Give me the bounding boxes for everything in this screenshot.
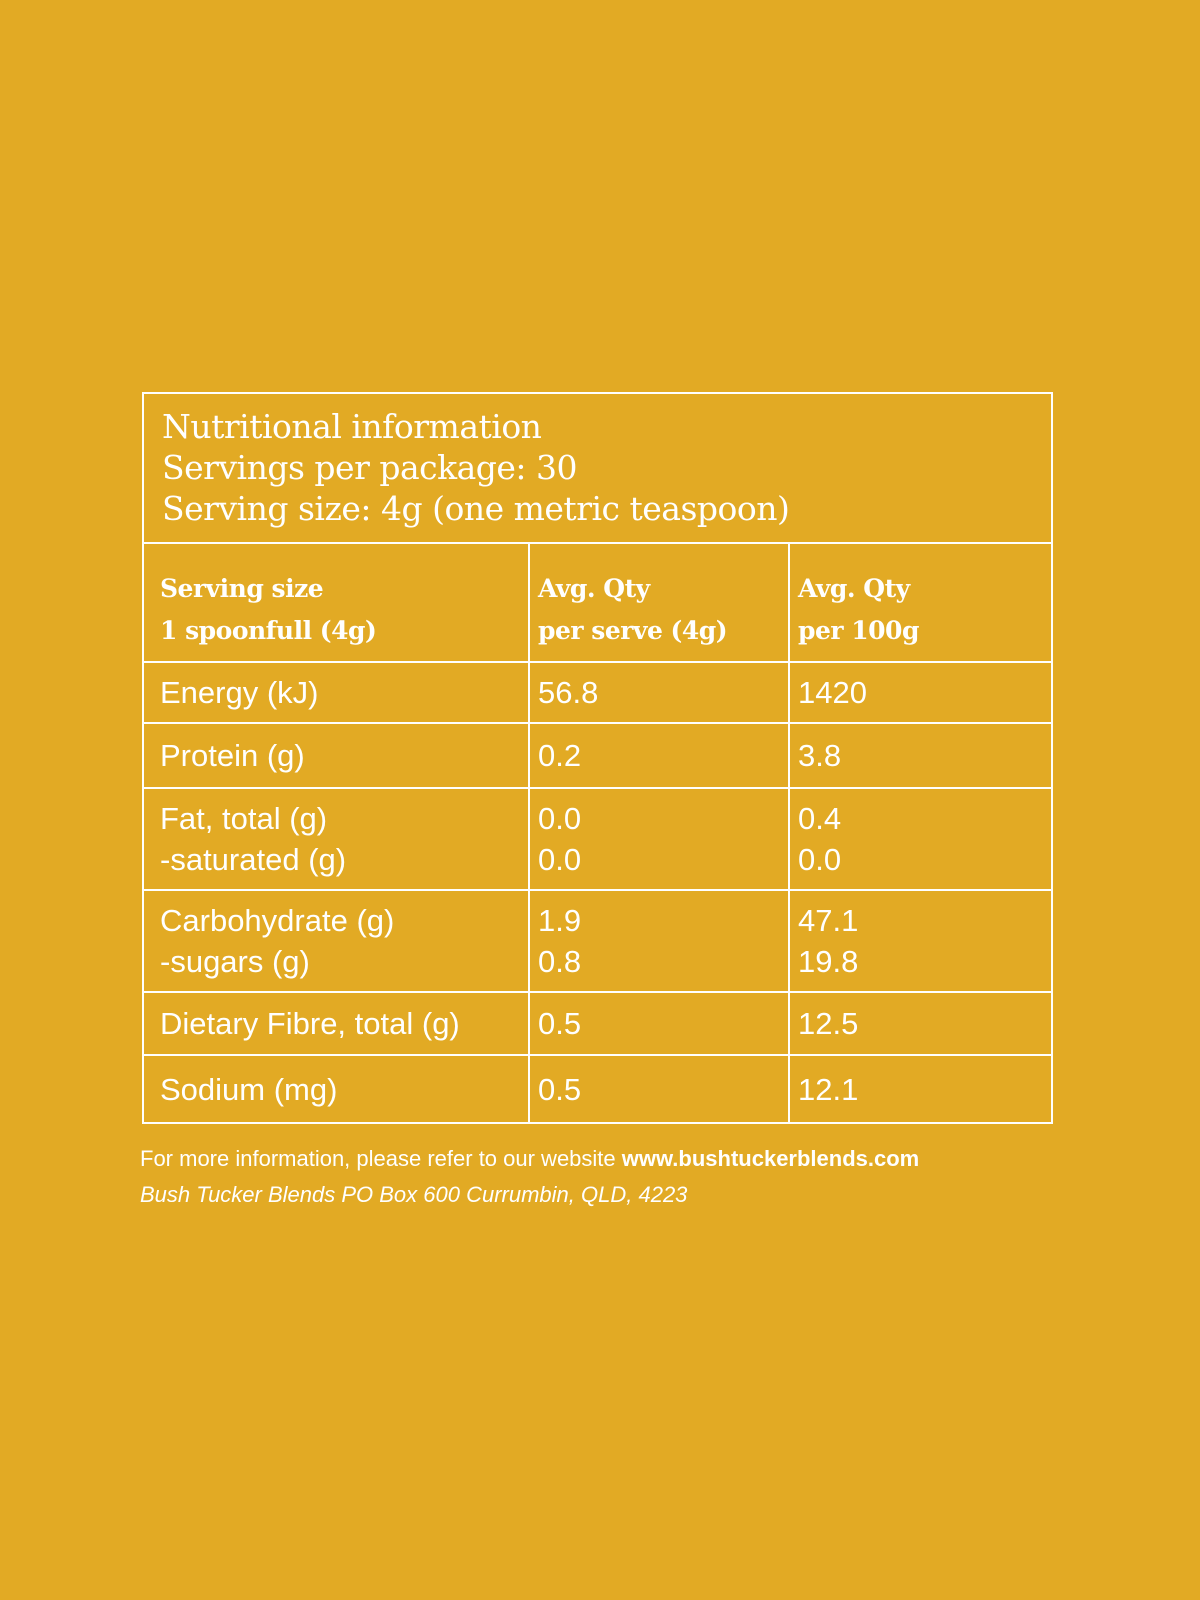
row-per-serve: 0.5 bbox=[538, 1069, 581, 1110]
row-label-line: Carbohydrate (g) bbox=[160, 903, 395, 938]
row-label-line: Energy (kJ) bbox=[160, 675, 319, 710]
footer-info: For more information, please refer to ou… bbox=[140, 1146, 920, 1171]
column-divider bbox=[528, 544, 530, 1122]
row-label-line: Sodium (mg) bbox=[160, 1071, 338, 1107]
row-label-line: Fat, total (g) bbox=[160, 801, 328, 836]
row-per-100g-line: 0.4 bbox=[798, 801, 842, 836]
row-divider bbox=[144, 787, 1051, 789]
row-per-100g-line: 12.5 bbox=[798, 1006, 859, 1041]
row-label-line: -saturated (g) bbox=[160, 842, 347, 877]
row-label: Energy (kJ) bbox=[160, 672, 318, 713]
column-divider bbox=[788, 544, 790, 1122]
row-per-serve: 0.5 bbox=[538, 1003, 581, 1044]
row-label: Carbohydrate (g) -sugars (g) bbox=[160, 900, 394, 982]
row-divider bbox=[144, 991, 1051, 993]
row-divider bbox=[144, 661, 1051, 663]
footer-address: Bush Tucker Blends PO Box 600 Currumbin,… bbox=[140, 1182, 688, 1207]
row-divider bbox=[144, 889, 1051, 891]
table-title-block: Nutritional information Servings per pac… bbox=[162, 406, 790, 529]
row-label: Sodium (mg) bbox=[160, 1069, 337, 1110]
row-label-line: Protein (g) bbox=[160, 738, 305, 773]
row-per-100g-line: 12.1 bbox=[798, 1071, 859, 1107]
row-label-line: Dietary Fibre, total (g) bbox=[160, 1006, 460, 1041]
servings-per-package: Servings per package: 30 bbox=[162, 448, 578, 487]
row-divider bbox=[144, 1054, 1051, 1056]
row-per-100g: 47.1 19.8 bbox=[798, 900, 858, 982]
website-link[interactable]: www.bushtuckerblends.com bbox=[621, 1146, 920, 1171]
row-label-line: -sugars (g) bbox=[160, 944, 310, 979]
row-per-100g: 0.4 0.0 bbox=[798, 798, 841, 880]
row-per-serve-line: 1.9 bbox=[538, 903, 582, 938]
row-per-serve: 0.2 bbox=[538, 735, 581, 776]
row-per-100g-line: 3.8 bbox=[798, 738, 842, 773]
row-per-serve: 0.0 0.0 bbox=[538, 798, 581, 880]
row-per-100g-line: 47.1 bbox=[798, 903, 859, 938]
row-per-serve-line: 0.5 bbox=[538, 1006, 582, 1041]
row-per-serve: 56.8 bbox=[538, 672, 598, 713]
row-per-serve-line: 56.8 bbox=[538, 675, 599, 710]
column-header-serving: Serving size 1 spoonfull (4g) bbox=[160, 574, 377, 645]
row-per-serve-line: 0.2 bbox=[538, 738, 582, 773]
row-per-serve-line: 0.0 bbox=[538, 842, 582, 877]
column-header-per-100g: Avg. Qty per 100g bbox=[798, 574, 919, 645]
row-per-100g: 1420 bbox=[798, 672, 867, 713]
nutrition-table: Nutritional information Servings per pac… bbox=[142, 392, 1053, 1124]
table-title: Nutritional information bbox=[162, 407, 542, 446]
row-per-serve: 1.9 0.8 bbox=[538, 900, 581, 982]
row-per-100g-line: 19.8 bbox=[798, 944, 859, 979]
row-per-serve-line: 0.8 bbox=[538, 944, 582, 979]
serving-size: Serving size: 4g (one metric teaspoon) bbox=[162, 489, 790, 528]
row-per-100g: 12.5 bbox=[798, 1003, 858, 1044]
row-per-serve-line: 0.5 bbox=[538, 1071, 582, 1107]
row-per-100g: 3.8 bbox=[798, 735, 841, 776]
row-label: Dietary Fibre, total (g) bbox=[160, 1003, 460, 1044]
row-per-100g-line: 0.0 bbox=[798, 842, 842, 877]
row-per-100g: 12.1 bbox=[798, 1069, 858, 1110]
row-per-serve-line: 0.0 bbox=[538, 801, 582, 836]
column-header-per-serve: Avg. Qty per serve (4g) bbox=[538, 574, 728, 645]
row-per-100g-line: 1420 bbox=[798, 675, 867, 710]
divider bbox=[144, 542, 1051, 544]
row-divider bbox=[144, 722, 1051, 724]
row-label: Protein (g) bbox=[160, 735, 305, 776]
row-label: Fat, total (g) -saturated (g) bbox=[160, 798, 346, 880]
